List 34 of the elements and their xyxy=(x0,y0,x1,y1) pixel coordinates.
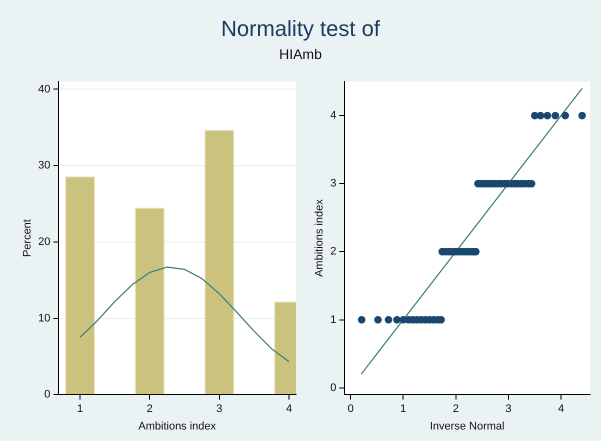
x-axis-title: Ambitions index xyxy=(138,420,217,432)
x-tick-label: 3 xyxy=(216,403,222,416)
x-tick-label: 2 xyxy=(452,403,459,416)
x-axis-title: Inverse Normal xyxy=(430,420,504,432)
point xyxy=(374,316,382,324)
y-axis-title: Percent xyxy=(22,219,34,258)
point xyxy=(393,316,401,324)
y-tick-label: 10 xyxy=(38,312,50,324)
point xyxy=(536,112,544,120)
x-tick-label: 3 xyxy=(505,403,512,416)
y-tick-label: 0 xyxy=(44,388,50,401)
x-tick-label: 1 xyxy=(400,403,406,416)
y-tick-label: 0 xyxy=(330,382,336,394)
y-tick-label: 20 xyxy=(38,236,50,248)
y-tick-label: 3 xyxy=(330,178,336,190)
x-tick-label: 2 xyxy=(146,403,153,416)
y-axis-title: Ambitions index xyxy=(314,198,326,277)
point xyxy=(561,112,570,120)
x-tick-label: 4 xyxy=(558,403,564,416)
point xyxy=(384,316,392,324)
x-tick-label: 4 xyxy=(286,403,292,416)
chart-title: Normality test of xyxy=(220,16,381,42)
x-tick-label: 0 xyxy=(348,403,354,416)
chart-subtitle: HIAmb xyxy=(278,46,323,62)
y-tick-label: 30 xyxy=(38,160,50,172)
y-tick-label: 2 xyxy=(330,246,336,258)
point xyxy=(551,112,560,120)
x-tick-label: 1 xyxy=(76,403,84,416)
y-tick-label: 4 xyxy=(330,110,336,122)
point xyxy=(358,316,366,324)
point xyxy=(544,112,552,120)
y-tick-label: 1 xyxy=(330,314,336,326)
point xyxy=(578,112,586,120)
y-tick-label: 40 xyxy=(38,83,50,96)
